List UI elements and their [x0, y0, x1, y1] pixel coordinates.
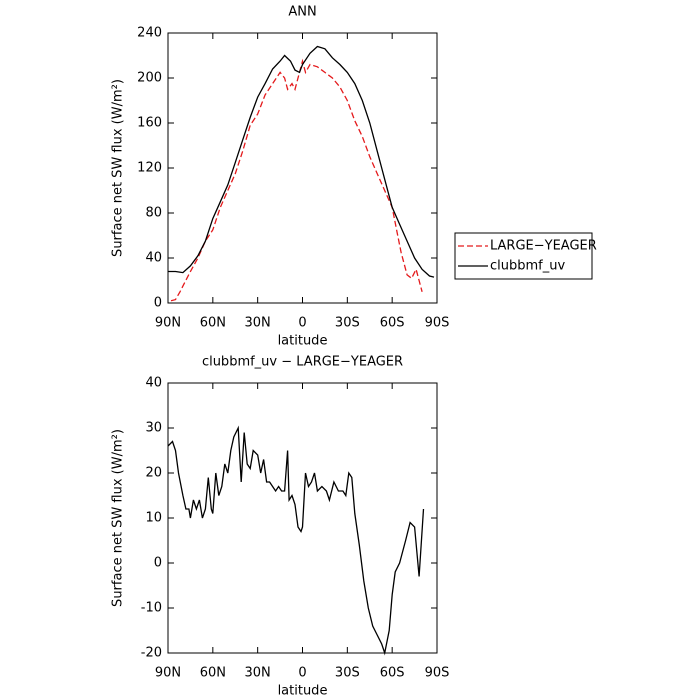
x-tick-label: 90N — [155, 666, 181, 681]
x-tick-label: 30S — [335, 666, 360, 681]
y-tick-label: 200 — [137, 71, 162, 86]
x-tick-label: 90N — [155, 316, 181, 331]
y-tick-label: 40 — [145, 251, 162, 266]
x-tick-label: 0 — [298, 316, 306, 331]
x-axis-label: latitude — [278, 684, 328, 699]
x-tick-label: 90S — [425, 316, 450, 331]
x-tick-label: 90S — [425, 666, 450, 681]
y-tick-label: 30 — [145, 421, 162, 436]
y-tick-label: 40 — [145, 376, 162, 391]
data-line — [167, 425, 425, 656]
x-tick-label: 30N — [245, 316, 271, 331]
x-tick-label: 30S — [335, 316, 360, 331]
y-tick-label: 20 — [145, 466, 162, 481]
legend-label: clubbmf_uv — [490, 259, 565, 274]
x-axis-label: latitude — [278, 334, 328, 349]
y-tick-label: 0 — [154, 296, 162, 311]
y-tick-label: 240 — [137, 26, 162, 41]
chart-title: ANN — [288, 5, 316, 20]
y-tick-label: 10 — [145, 511, 162, 526]
y-tick-label: 0 — [154, 556, 162, 571]
y-tick-label: 80 — [145, 206, 162, 221]
y-tick-label: -20 — [141, 646, 162, 661]
y-axis-label: Surface net SW flux (W/m²) — [111, 429, 126, 607]
y-tick-label: 120 — [137, 161, 162, 176]
x-tick-label: 0 — [298, 666, 306, 681]
x-tick-label: 60N — [200, 666, 226, 681]
y-tick-label: -10 — [141, 601, 162, 616]
x-tick-label: 60N — [200, 316, 226, 331]
y-axis-label: Surface net SW flux (W/m²) — [111, 79, 126, 257]
y-tick-label: 160 — [137, 116, 162, 131]
x-tick-label: 60S — [380, 316, 405, 331]
legend-label: LARGE−YEAGER — [490, 239, 597, 254]
data-line — [170, 58, 423, 302]
plot-frame — [167, 32, 438, 304]
legend-box — [454, 232, 593, 280]
chart-title: clubbmf_uv − LARGE−YEAGER — [202, 355, 403, 370]
data-line — [168, 45, 435, 278]
x-tick-label: 30N — [245, 666, 271, 681]
x-tick-label: 60S — [380, 666, 405, 681]
